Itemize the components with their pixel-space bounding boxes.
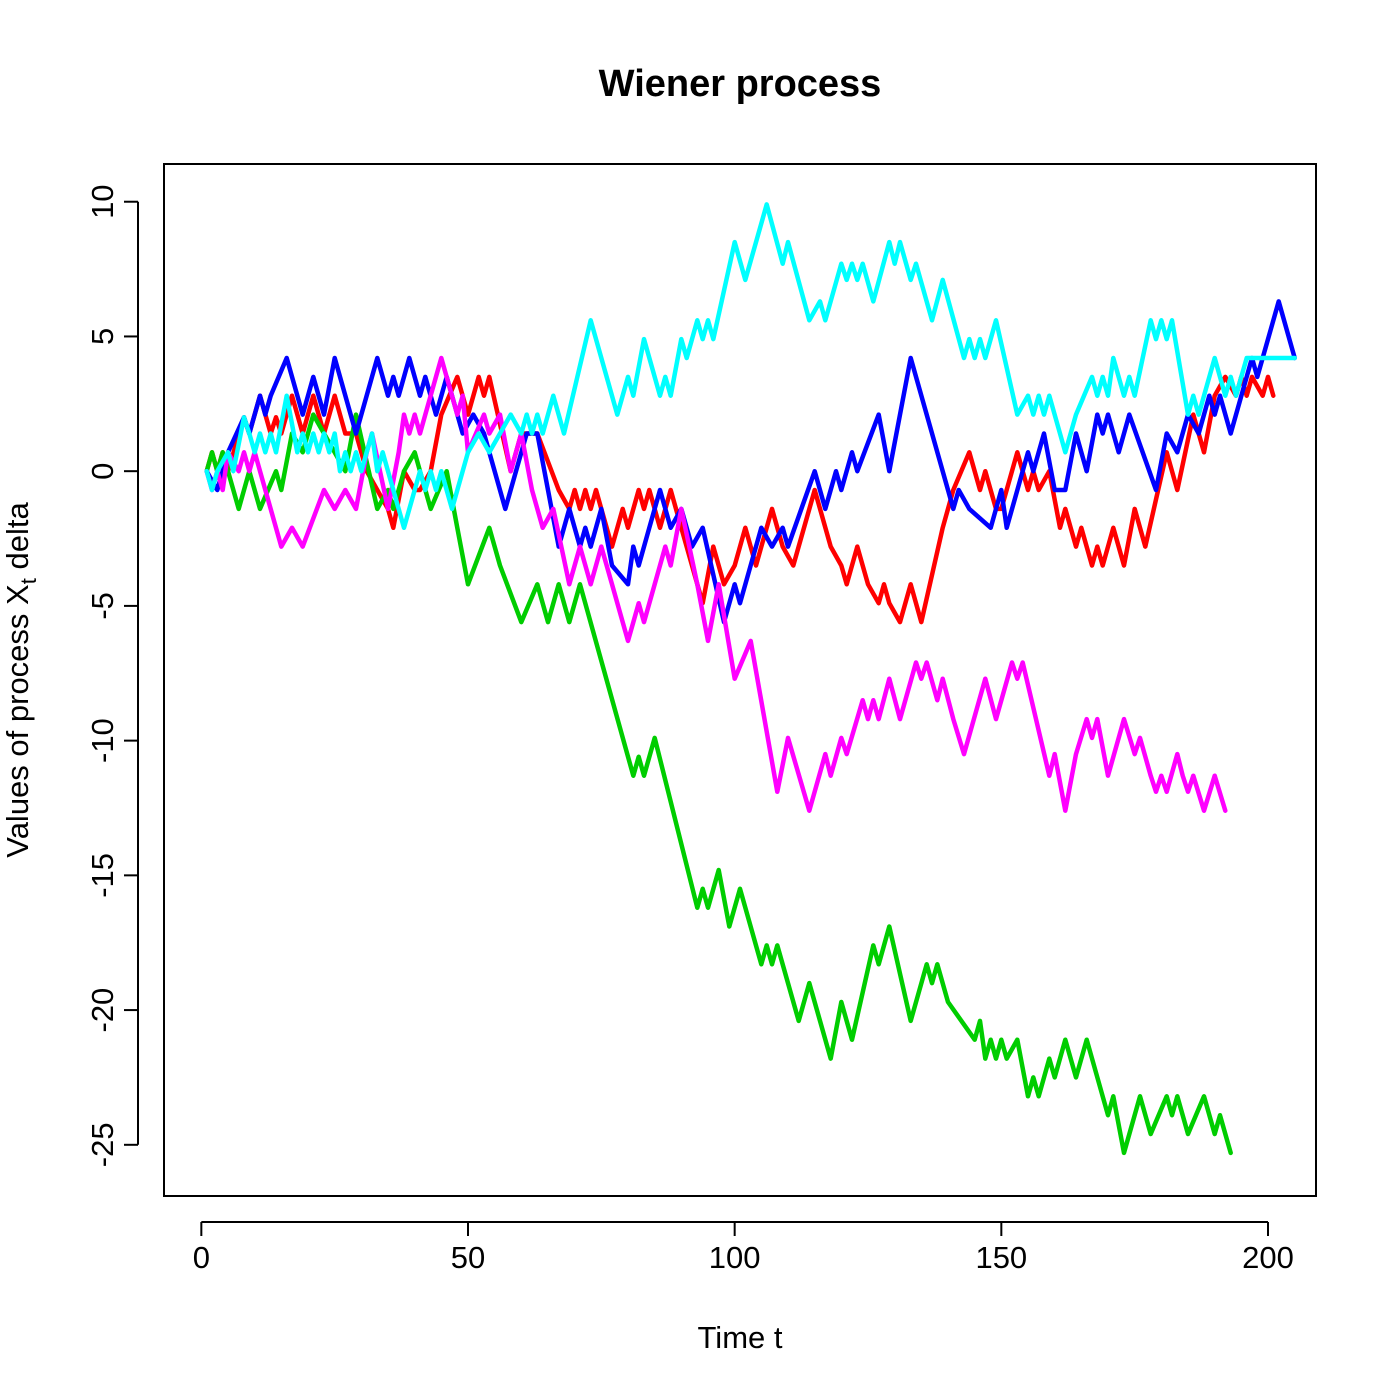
- series-line-3: [204, 299, 1297, 625]
- y-axis-label-subscript: t: [16, 578, 41, 584]
- x-tick-label: 0: [193, 1240, 210, 1275]
- x-tick-label: 100: [709, 1240, 761, 1275]
- y-axis-label-main: Values of process X: [0, 584, 35, 858]
- x-tick-label: 200: [1242, 1240, 1294, 1275]
- plot-frame: [163, 163, 1317, 1197]
- y-tick-label: -25: [85, 1122, 120, 1167]
- y-axis-label-suffix: delta: [0, 502, 35, 579]
- y-axis: -25 -20 -15 -10 -5 0 5 10: [85, 184, 139, 1167]
- y-tick-label: 5: [85, 328, 120, 345]
- y-tick-label: -10: [85, 718, 120, 763]
- series-line-5: [204, 202, 1297, 531]
- y-tick-label: 10: [85, 184, 120, 218]
- x-axis-label: Time t: [698, 1320, 783, 1355]
- chart-title: Wiener process: [599, 63, 882, 105]
- series-layer: [204, 202, 1297, 1156]
- y-tick-label: 0: [85, 463, 120, 480]
- x-tick-label: 150: [975, 1240, 1027, 1275]
- x-axis: 0 50 100 150 200: [193, 1221, 1294, 1275]
- y-tick-label: -20: [85, 988, 120, 1033]
- x-tick-label: 50: [451, 1240, 485, 1275]
- y-axis-label: Values of process Xt delta: [0, 502, 41, 858]
- y-tick-label: -15: [85, 853, 120, 898]
- y-tick-label: -5: [85, 592, 120, 620]
